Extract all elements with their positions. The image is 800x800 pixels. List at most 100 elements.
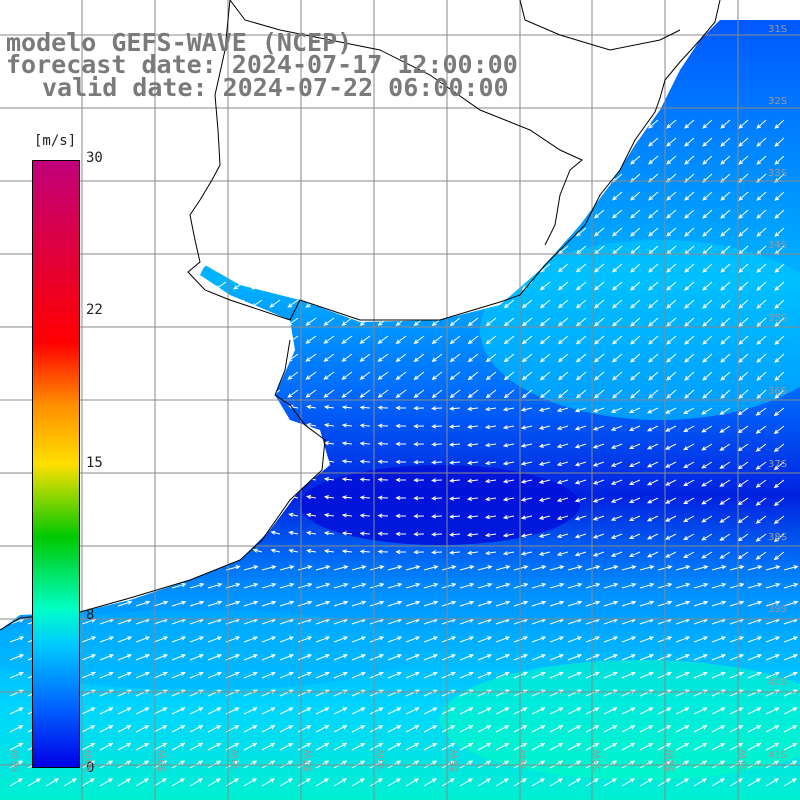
- wind-arrow: [359, 335, 371, 344]
- wind-arrow: [189, 671, 204, 679]
- wind-arrow: [630, 209, 641, 219]
- wind-arrow: [243, 778, 258, 787]
- wind-arrow: [549, 565, 565, 571]
- wind-arrow: [549, 742, 564, 751]
- wind-arrow: [738, 281, 749, 291]
- wind-arrow: [252, 548, 263, 553]
- wind-arrow: [449, 532, 461, 537]
- wind-arrow: [153, 600, 169, 607]
- wind-arrow: [684, 371, 695, 381]
- wind-arrow: [359, 371, 371, 380]
- wind-arrow: [323, 423, 335, 428]
- wind-arrow: [423, 671, 438, 679]
- wind-arrow: [279, 707, 294, 715]
- wind-arrow: [593, 281, 605, 291]
- wind-arrow: [449, 424, 461, 429]
- wind-arrow: [405, 565, 421, 571]
- wind-arrow: [549, 654, 565, 661]
- wind-arrow: [747, 636, 763, 643]
- wind-arrow: [459, 707, 474, 715]
- wind-arrow: [603, 671, 618, 679]
- wind-arrow: [333, 565, 349, 571]
- wind-arrow: [520, 497, 533, 502]
- wind-arrow: [747, 654, 763, 661]
- lon-label: 57W: [303, 749, 314, 772]
- wind-arrow: [585, 600, 601, 607]
- lat-label: 38S: [768, 532, 788, 543]
- wind-arrow: [720, 119, 731, 129]
- wind-arrow: [485, 317, 497, 327]
- wind-arrow: [648, 263, 659, 273]
- wind-arrow: [646, 425, 659, 432]
- wind-arrow: [711, 582, 727, 589]
- wind-arrow: [495, 742, 510, 751]
- wind-arrow: [431, 406, 443, 411]
- wind-arrow: [556, 479, 569, 485]
- wind-arrow: [648, 299, 659, 309]
- wind-arrow: [467, 353, 479, 363]
- wind-arrow: [567, 582, 583, 589]
- wind-arrow: [675, 636, 691, 643]
- wind-arrow: [502, 479, 515, 484]
- wind-arrow: [171, 742, 186, 751]
- wind-arrow: [684, 299, 695, 309]
- wind-arrow: [189, 778, 204, 787]
- lon-label: 52W: [665, 749, 676, 772]
- wind-arrow: [503, 353, 515, 363]
- wind-arrow: [603, 725, 618, 733]
- wind-arrow: [305, 371, 317, 380]
- wind-arrow: [630, 335, 641, 345]
- wind-arrow: [279, 636, 295, 643]
- wind-arrow: [171, 654, 187, 661]
- wind-arrow: [387, 725, 402, 733]
- wind-arrow: [592, 407, 605, 413]
- wind-arrow: [774, 281, 785, 291]
- wind-arrow: [774, 371, 785, 381]
- wind-arrow: [765, 582, 781, 589]
- wind-arrow: [81, 636, 97, 643]
- wind-arrow: [520, 461, 533, 466]
- wind-arrow: [783, 671, 798, 679]
- wind-arrow: [81, 671, 96, 679]
- wind-arrow: [431, 550, 443, 555]
- wind-arrow: [610, 551, 623, 557]
- lon-label: 59W: [157, 749, 168, 772]
- wind-arrow: [593, 389, 605, 399]
- wind-arrow: [738, 209, 749, 219]
- wind-arrow: [539, 299, 551, 309]
- wind-arrow: [628, 497, 641, 504]
- title-forecast-date: forecast date: 2024-07-17 12:00:00: [6, 50, 518, 79]
- wind-arrow: [773, 461, 785, 471]
- wind-arrow: [441, 707, 456, 715]
- wind-arrow: [153, 707, 168, 715]
- wind-arrow: [521, 317, 533, 327]
- wind-arrow: [675, 582, 691, 589]
- wind-arrow: [484, 424, 497, 430]
- wind-arrow: [765, 725, 780, 733]
- wind-arrow: [556, 551, 569, 557]
- wind-arrow: [711, 778, 726, 787]
- wind-arrow: [189, 707, 204, 715]
- wind-arrow: [9, 636, 25, 643]
- wind-arrow: [765, 671, 780, 679]
- wind-arrow: [287, 389, 299, 398]
- wind-arrow: [287, 371, 299, 380]
- wind-arrow: [684, 317, 695, 327]
- wind-arrow: [171, 582, 187, 589]
- wind-arrow: [738, 335, 749, 345]
- wind-arrow: [117, 600, 133, 607]
- wind-arrow: [639, 725, 654, 733]
- wind-arrow: [315, 671, 330, 679]
- wind-arrow: [423, 636, 439, 643]
- wind-arrow: [693, 636, 709, 643]
- wind-arrow: [549, 778, 564, 787]
- wind-arrow: [783, 582, 799, 589]
- wind-arrow: [359, 441, 371, 446]
- wind-arrow: [666, 263, 677, 273]
- wind-arrow: [377, 495, 389, 500]
- wind-arrow: [774, 353, 785, 363]
- wind-arrow: [315, 582, 331, 589]
- wind-arrow: [666, 281, 677, 291]
- wind-arrow: [243, 671, 258, 679]
- wind-arrow: [467, 335, 479, 345]
